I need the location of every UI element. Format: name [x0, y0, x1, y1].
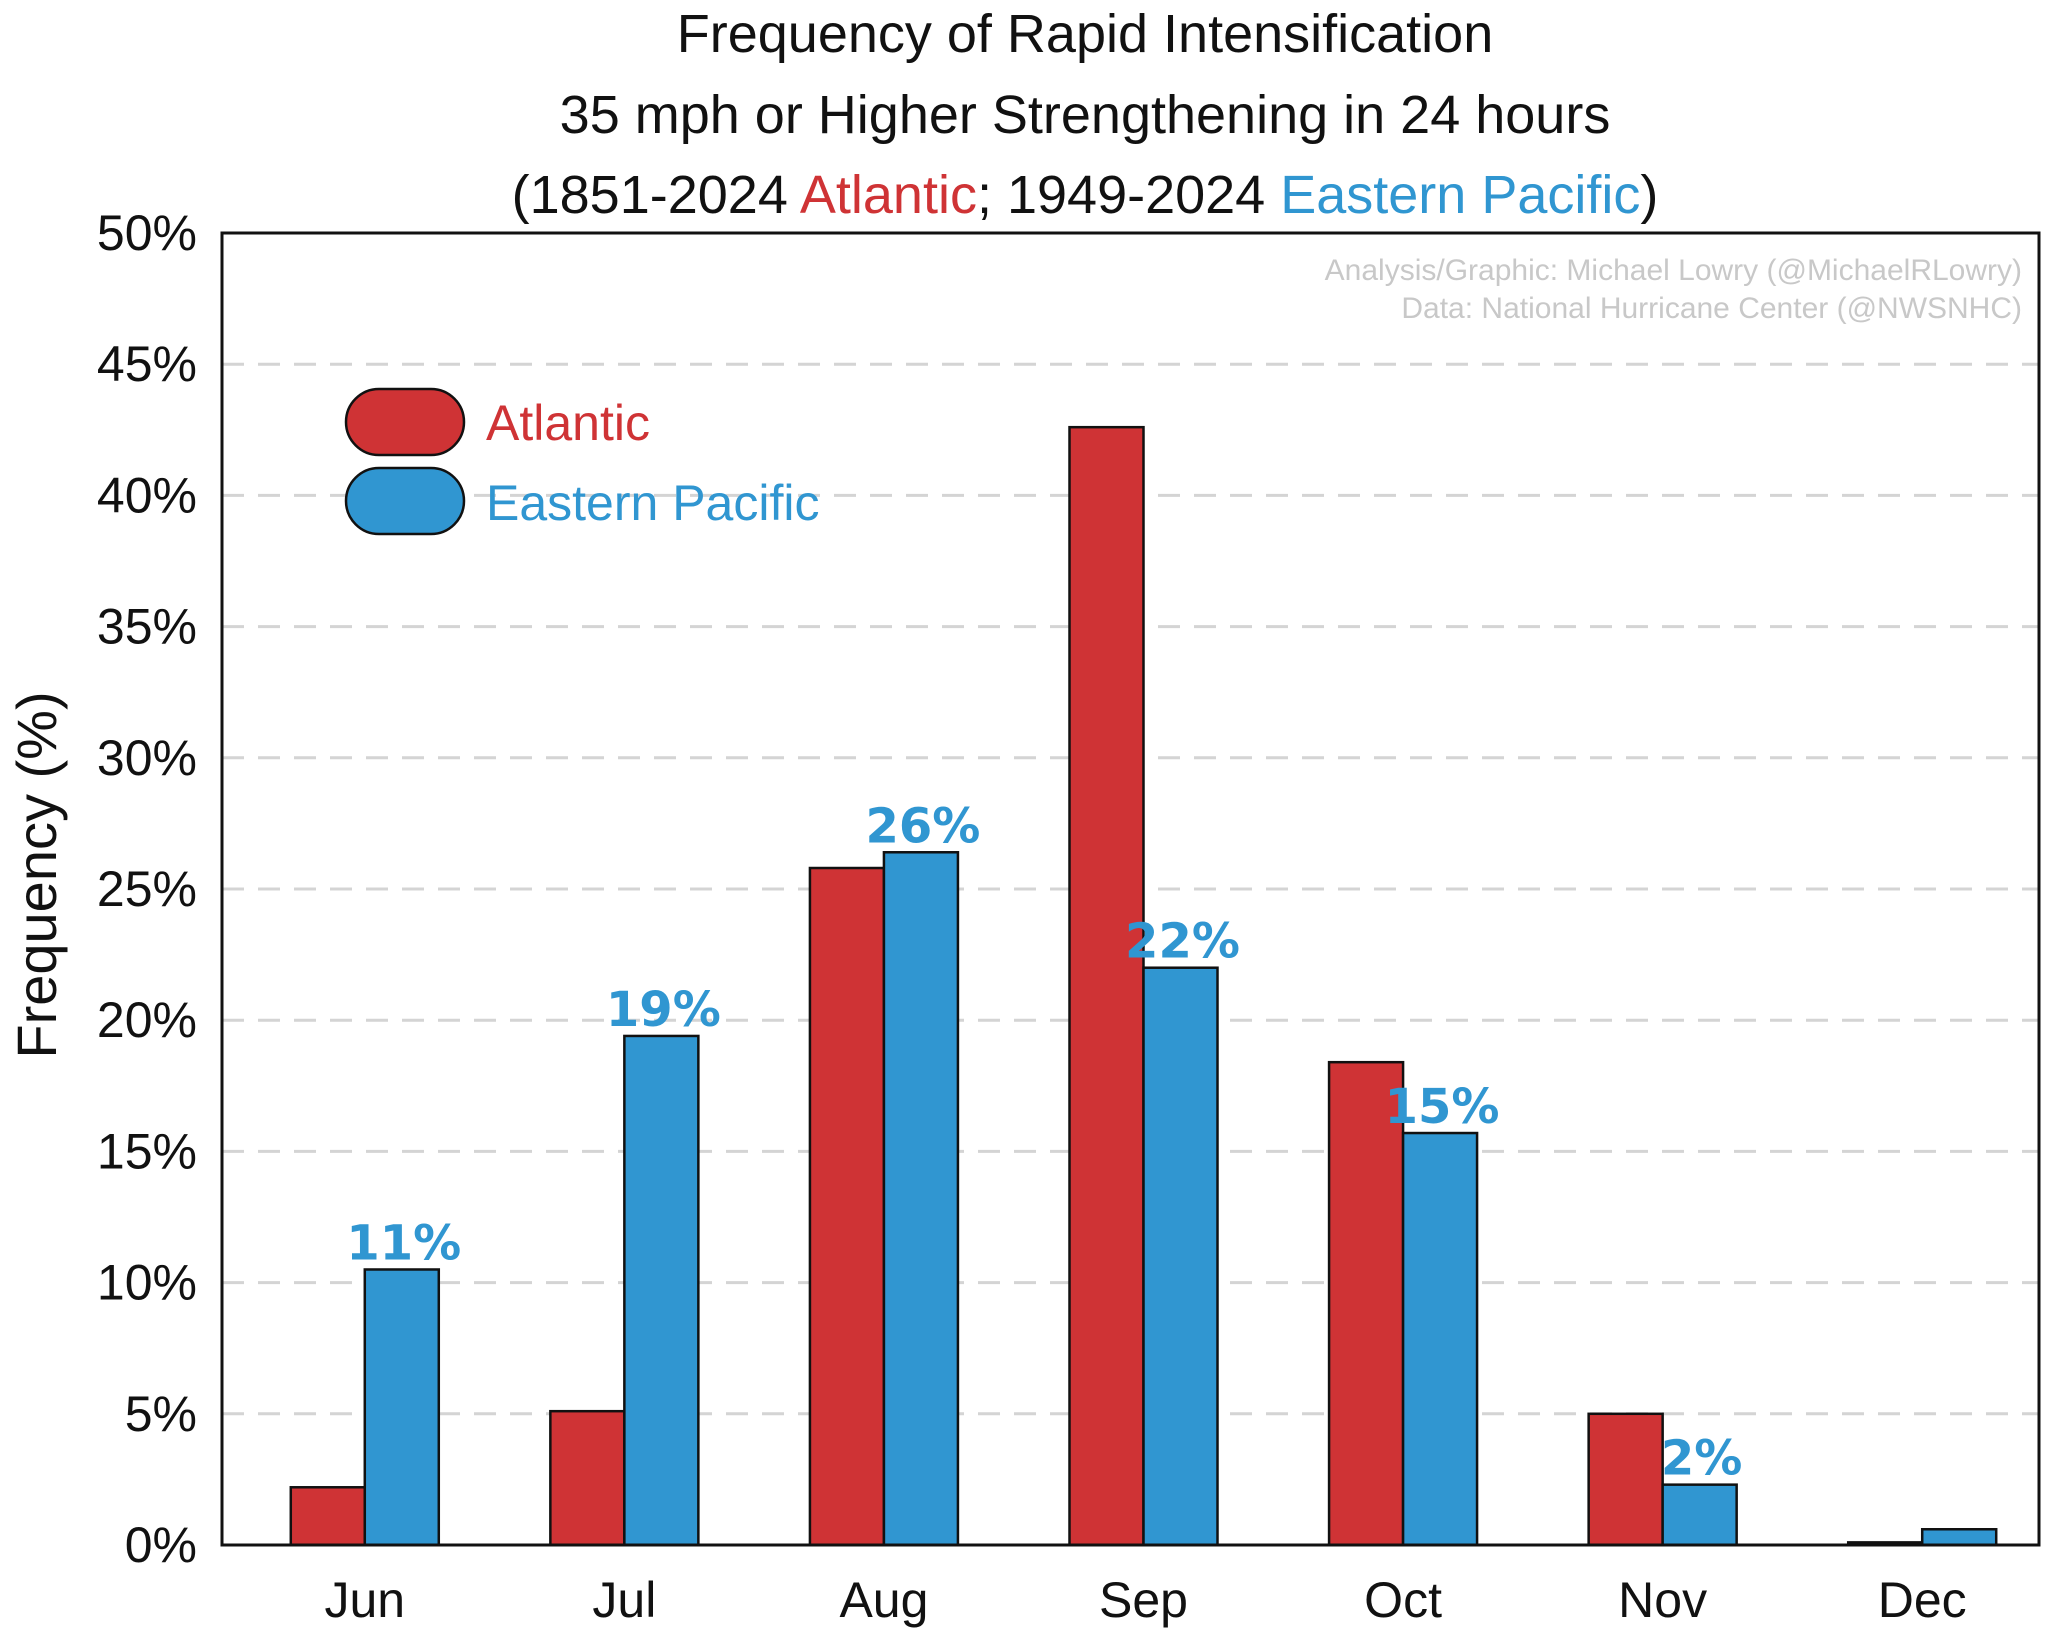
x-tick-label: Jun: [324, 1572, 405, 1628]
credits: Analysis/Graphic: Michael Lowry (@Michae…: [1325, 254, 2022, 325]
bars: [289, 425, 1998, 1547]
legend-eastern-pacific-label: Eastern Pacific: [486, 475, 819, 531]
bar-eastern-pacific-jul: [623, 1034, 700, 1547]
legend-eastern-pacific-swatch: [344, 466, 466, 536]
bar-eastern-pacific-sep: [1142, 966, 1219, 1547]
bar-atlantic-sep: [1068, 425, 1145, 1547]
bar-eastern-pacific-aug: [882, 851, 960, 1547]
title-line-2: 35 mph or Higher Strengthening in 24 hou…: [560, 85, 1611, 145]
y-tick-label: 15%: [97, 1123, 197, 1179]
y-tick-label: 50%: [97, 205, 197, 261]
title-line-3-mid: ; 1949-2024: [977, 165, 1280, 225]
bar-eastern-pacific-nov: [1661, 1483, 1738, 1547]
title-line-1: Frequency of Rapid Intensification: [677, 4, 1493, 64]
bar-atlantic-jul: [549, 1409, 626, 1547]
chart-title: Frequency of Rapid Intensification 35 mp…: [512, 4, 1659, 225]
data-labels: 11% 19% 26% 22% 15% 2%: [346, 798, 1742, 1486]
plot-frame: [220, 231, 2041, 1547]
y-tick-label: 25%: [97, 861, 197, 917]
data-label-eastern-pacific-jun: 11%: [346, 1215, 461, 1271]
credit-analysis: Analysis/Graphic: Michael Lowry (@Michae…: [1325, 254, 2022, 287]
data-label-eastern-pacific-nov: 2%: [1661, 1431, 1743, 1487]
bar-atlantic-nov: [1587, 1412, 1664, 1547]
x-tick-label: Sep: [1099, 1572, 1188, 1628]
legend-atlantic-label: Atlantic: [486, 395, 650, 451]
legend-atlantic-swatch: [344, 387, 466, 457]
y-tick-label: 5%: [125, 1386, 197, 1442]
bar-eastern-pacific-jun: [363, 1268, 441, 1547]
bar-atlantic-jun: [289, 1486, 367, 1547]
x-tick-label: Aug: [839, 1572, 928, 1628]
x-tick-label: Jul: [592, 1572, 656, 1628]
x-tick-label: Nov: [1618, 1572, 1707, 1628]
y-tick-label: 30%: [97, 730, 197, 786]
y-tick-label: 40%: [97, 467, 197, 523]
y-axis-ticks: 0% 5% 10% 15% 20% 25% 30% 35% 40% 45% 50%: [97, 205, 197, 1573]
data-label-eastern-pacific-jul: 19%: [606, 982, 721, 1038]
title-atlantic-word: Atlantic: [800, 165, 977, 225]
legend: Atlantic Eastern Pacific: [344, 387, 819, 536]
x-axis-ticks: Jun Jul Aug Sep Oct Nov Dec: [324, 1572, 1966, 1628]
credit-data: Data: National Hurricane Center (@NWSNHC…: [1401, 292, 2022, 325]
data-label-eastern-pacific-sep: 22%: [1125, 914, 1240, 970]
y-tick-label: 35%: [97, 599, 197, 655]
bar-eastern-pacific-oct: [1401, 1131, 1479, 1547]
bar-atlantic-oct: [1327, 1060, 1405, 1547]
title-eastern-pacific-word: Eastern Pacific: [1280, 165, 1640, 225]
bar-atlantic-aug: [808, 866, 886, 1547]
y-tick-label: 0%: [125, 1517, 197, 1573]
title-line-3-close: ): [1640, 165, 1658, 225]
data-label-eastern-pacific-oct: 15%: [1385, 1079, 1500, 1135]
y-tick-label: 20%: [97, 992, 197, 1048]
title-line-3-open: (1851-2024: [512, 165, 800, 225]
x-tick-label: Oct: [1364, 1572, 1442, 1628]
y-axis-title: Frequency (%): [5, 691, 68, 1058]
data-label-eastern-pacific-aug: 26%: [865, 798, 980, 854]
bar-eastern-pacific-dec: [1920, 1528, 1998, 1547]
x-tick-label: Dec: [1878, 1572, 1967, 1628]
title-line-3: (1851-2024 Atlantic; 1949-2024 Eastern P…: [512, 165, 1659, 225]
y-tick-label: 45%: [97, 336, 197, 392]
y-tick-label: 10%: [97, 1255, 197, 1311]
